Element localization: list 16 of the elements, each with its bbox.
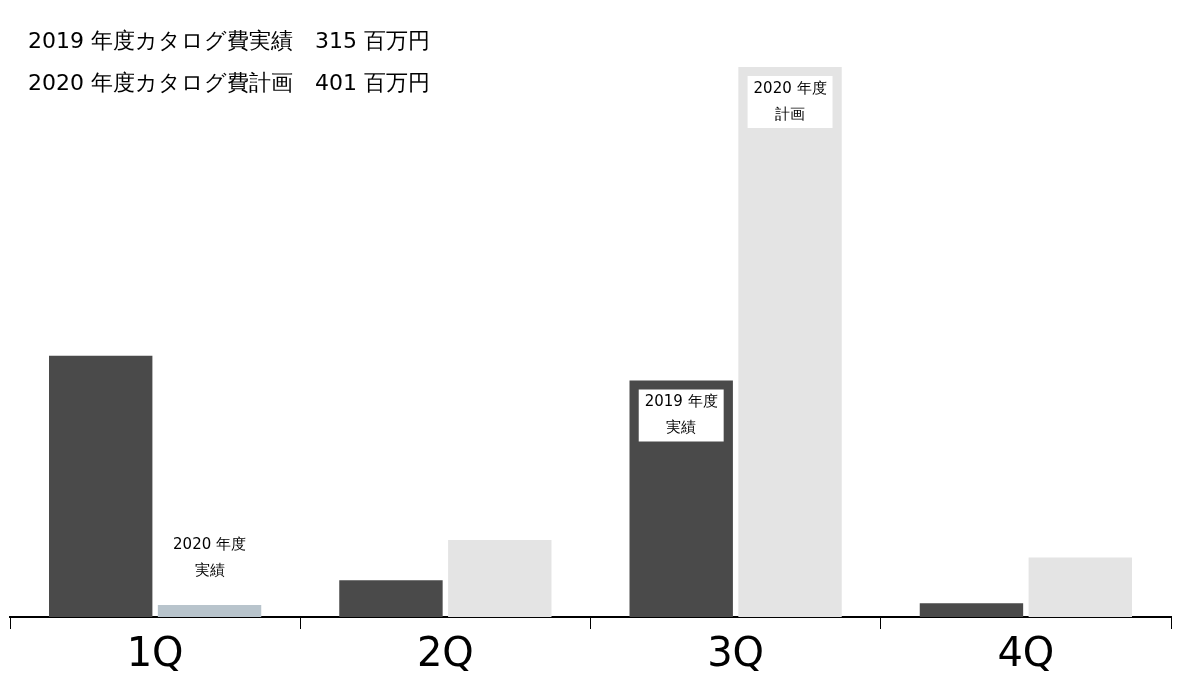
bar	[157, 604, 262, 617]
bar	[738, 67, 842, 617]
bar	[448, 540, 552, 617]
annotation: 2020 年度実績	[173, 534, 247, 579]
annotation: 2020 年度カタログ費計画 401 百万円	[28, 69, 430, 95]
x-tick-label: 1Q	[126, 629, 184, 676]
bar	[49, 355, 153, 617]
text: 2019 年度カタログ費実績 315 百万円	[28, 27, 430, 53]
x-tick-label: 2Q	[416, 629, 474, 676]
annotation: 2019 年度実績	[644, 392, 718, 437]
bar	[1028, 557, 1132, 617]
bar	[339, 580, 443, 617]
x-tick-label: 4Q	[997, 629, 1055, 676]
annotation: 2020 年度計画	[753, 78, 827, 123]
x-tick-label: 3Q	[707, 629, 765, 676]
bar	[919, 603, 1024, 617]
